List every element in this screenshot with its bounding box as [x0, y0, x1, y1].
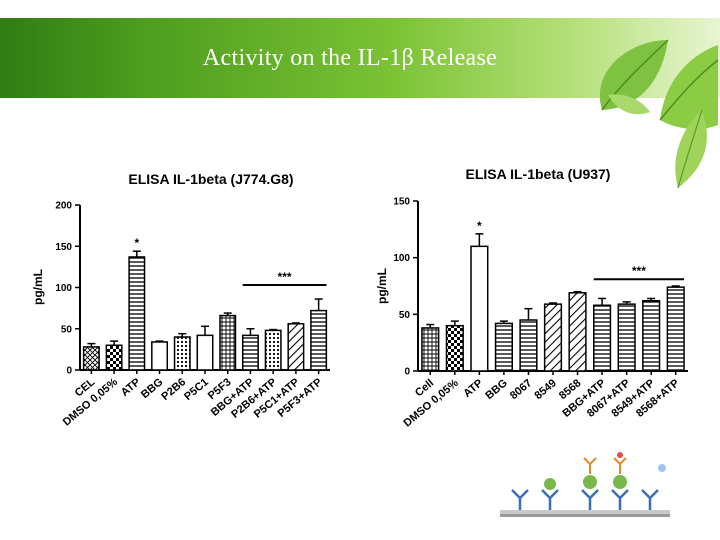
x-tick-label: BBG [483, 377, 509, 402]
leaves-decoration [599, 39, 719, 189]
significance-label: * [477, 219, 482, 233]
y-tick-label: 0 [66, 366, 72, 377]
bar [310, 309, 328, 371]
leaf-icon [608, 94, 650, 115]
bar [105, 344, 123, 371]
y-tick-label: 50 [61, 324, 73, 335]
bar [82, 346, 100, 371]
x-tick-label: P5C1 [182, 376, 211, 403]
antibody-illustration [500, 452, 670, 517]
antigen-icon [544, 475, 627, 490]
significance-label: * [134, 236, 139, 250]
chart-title: ELISA IL-1beta (J774.G8) [128, 171, 293, 187]
bar [592, 304, 612, 372]
bar [196, 334, 214, 371]
x-tick-label: ATP [119, 376, 143, 399]
detection-antibody-icon [583, 457, 627, 474]
bar [543, 303, 563, 372]
bar [421, 327, 440, 372]
chart-u937: ELISA IL-1beta (U937) pg/mL 050100150Cel… [375, 166, 688, 430]
bar [519, 319, 538, 372]
y-tick-label: 100 [55, 283, 72, 294]
y-tick-label: 150 [393, 197, 410, 208]
slide-title: Activity on the IL-1β Release [202, 44, 498, 71]
x-tick-label: 8549 [532, 377, 558, 402]
bar [219, 314, 237, 371]
bar [173, 336, 191, 371]
x-tick-label: 8067 [508, 377, 534, 402]
chart-title: ELISA IL-1beta (U937) [466, 166, 611, 182]
bar [445, 324, 464, 372]
antibody-icon [511, 489, 659, 510]
y-tick-label: 150 [55, 242, 72, 253]
y-tick-label: 200 [55, 201, 72, 212]
chart-j774: ELISA IL-1beta (J774.G8) pg/mL 0 50 100 150… [31, 171, 330, 429]
y-tick-label: 0 [404, 367, 410, 378]
bar [264, 329, 282, 371]
bar [470, 245, 489, 372]
x-tick-label: ATP [461, 377, 485, 400]
title-banner [0, 18, 720, 98]
y-tick-label: 100 [393, 253, 410, 264]
y-axis-label: pg/mL [375, 268, 389, 304]
bar [642, 299, 661, 372]
bar [666, 286, 685, 372]
bar [494, 322, 514, 372]
y-tick-label: 50 [399, 310, 411, 321]
bar [287, 323, 305, 371]
bar [617, 303, 636, 372]
bar [241, 334, 259, 371]
significance-label: *** [632, 264, 646, 278]
x-tick-label: P2B6 [159, 376, 188, 403]
bar [568, 292, 587, 372]
significance-label: *** [278, 270, 292, 284]
y-axis-label: pg/mL [31, 269, 45, 305]
bar [151, 341, 169, 371]
bar [128, 256, 146, 371]
